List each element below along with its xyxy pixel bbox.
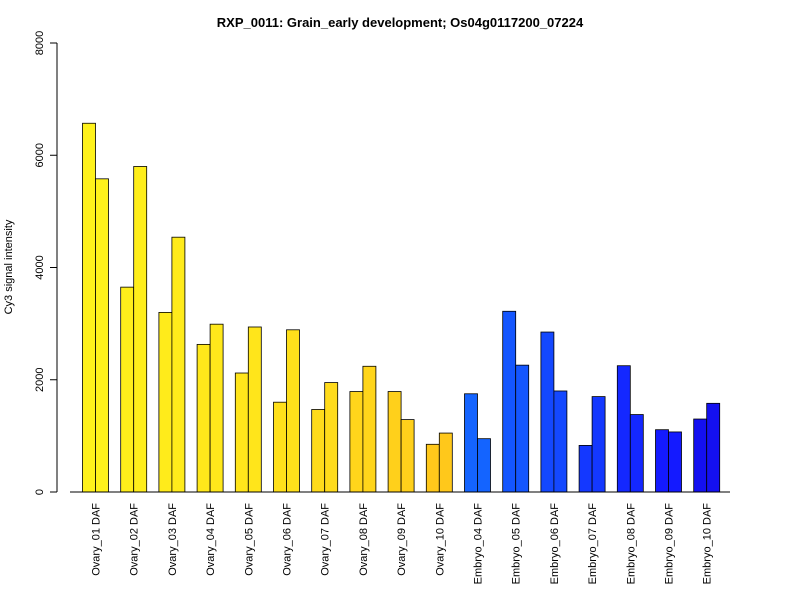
bar-1 bbox=[387, 391, 402, 493]
bar-2 bbox=[362, 365, 377, 493]
bar-1 bbox=[234, 372, 249, 493]
bar-2 bbox=[515, 364, 530, 493]
bar-2 bbox=[286, 329, 300, 493]
bar-1 bbox=[502, 310, 517, 493]
bar-2 bbox=[171, 236, 186, 493]
y-tick-label: 2000 bbox=[34, 368, 46, 392]
bar-2 bbox=[553, 390, 568, 493]
bar-2 bbox=[477, 438, 491, 493]
bar-1 bbox=[349, 391, 364, 493]
bar-1 bbox=[196, 343, 211, 493]
x-tick-label: Embryo_08 DAF bbox=[625, 503, 637, 585]
y-tick-label: 4000 bbox=[34, 255, 46, 279]
bar-1 bbox=[158, 311, 173, 493]
x-tick-label: Ovary_01 DAF bbox=[91, 503, 103, 576]
bar-1 bbox=[82, 122, 96, 493]
bar-2 bbox=[438, 432, 453, 493]
x-tick-label: Embryo_06 DAF bbox=[549, 503, 561, 585]
bar-2 bbox=[706, 402, 721, 493]
bar-1 bbox=[578, 445, 593, 493]
bar-2 bbox=[629, 414, 644, 493]
y-axis-label: Cy3 signal intensity bbox=[3, 219, 15, 314]
y-tick-label: 8000 bbox=[34, 31, 46, 55]
x-tick-label: Ovary_10 DAF bbox=[434, 503, 446, 576]
bar-1 bbox=[464, 393, 478, 493]
bar-1 bbox=[425, 443, 440, 493]
x-tick-label: Embryo_04 DAF bbox=[473, 503, 485, 585]
y-tick-label: 6000 bbox=[34, 143, 46, 167]
bar-1 bbox=[120, 286, 135, 493]
bar-2 bbox=[324, 382, 339, 493]
bar-1 bbox=[540, 331, 555, 493]
x-tick-label: Ovary_09 DAF bbox=[396, 503, 408, 576]
x-tick-label: Ovary_02 DAF bbox=[129, 503, 141, 576]
y-axis: 0 2000 4000 6000 8000 bbox=[34, 31, 58, 495]
y-tick-label: 0 bbox=[34, 489, 46, 495]
x-tick-label: Ovary_03 DAF bbox=[167, 503, 179, 576]
bar-2 bbox=[247, 326, 262, 493]
x-tick-label: Embryo_10 DAF bbox=[702, 503, 714, 585]
bar-2 bbox=[668, 431, 682, 493]
x-tick-label: Ovary_04 DAF bbox=[205, 503, 217, 576]
bar-1 bbox=[311, 409, 326, 493]
bar-1 bbox=[655, 429, 669, 493]
x-tick-label: Ovary_08 DAF bbox=[358, 503, 370, 576]
bars-group bbox=[82, 122, 721, 493]
bar-2 bbox=[133, 166, 148, 493]
bar-2 bbox=[400, 419, 415, 493]
bar-2 bbox=[591, 396, 606, 493]
x-tick-label: Ovary_06 DAF bbox=[282, 503, 294, 576]
x-tick-labels: Ovary_01 DAF Ovary_02 DAF Ovary_03 DAF Ovar… bbox=[91, 503, 714, 585]
x-tick-label: Ovary_07 DAF bbox=[320, 503, 332, 576]
chart-title: RXP_0011: Grain_early development; Os04g… bbox=[217, 15, 584, 30]
x-tick-label: Embryo_09 DAF bbox=[664, 503, 676, 585]
bar-1 bbox=[616, 365, 631, 493]
x-tick-label: Embryo_05 DAF bbox=[511, 503, 523, 585]
x-tick-label: Ovary_05 DAF bbox=[243, 503, 255, 576]
bar-2 bbox=[209, 323, 224, 493]
bar-2 bbox=[95, 178, 109, 493]
bar-1 bbox=[693, 418, 708, 493]
bar-1 bbox=[273, 401, 287, 493]
x-tick-label: Embryo_07 DAF bbox=[587, 503, 599, 585]
